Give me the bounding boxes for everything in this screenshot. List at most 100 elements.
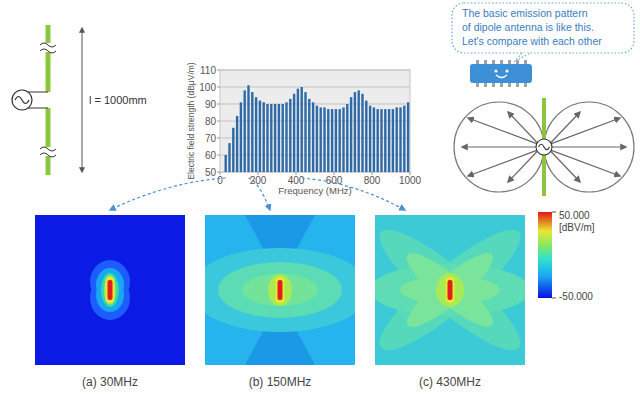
color-bar-tick: [552, 298, 556, 299]
bar: [399, 107, 401, 172]
bar: [244, 90, 246, 172]
bar: [225, 155, 227, 172]
field-contour: [399, 244, 501, 336]
pointer-arrow: [110, 178, 226, 210]
bar: [308, 99, 310, 172]
chip-eye: [494, 69, 497, 72]
plot-area: [220, 70, 410, 172]
bar: [240, 102, 242, 172]
bar: [335, 109, 337, 172]
antenna-element: [46, 108, 51, 175]
field-contour: [375, 264, 525, 316]
x-axis-title: Frequency (MHz): [278, 185, 351, 196]
bar: [377, 109, 379, 172]
break-mark: [40, 153, 56, 157]
bar: [384, 109, 386, 172]
color-bar-unit: [dBV/m]: [559, 222, 595, 233]
field-contour: [448, 280, 453, 300]
y-tick: [217, 104, 220, 105]
emission-arrow: [462, 146, 538, 147]
field-contour: [446, 277, 455, 303]
y-tick: [217, 155, 220, 156]
emission-arrow: [550, 146, 626, 147]
bar: [350, 97, 352, 172]
y-tick: [217, 121, 220, 122]
radiation-pattern: [454, 98, 634, 196]
chip-smile: [496, 75, 507, 78]
emission-arrow: [468, 150, 538, 176]
length-label: l = 1000mm: [89, 94, 147, 106]
lobe: [454, 102, 544, 192]
bubble-text: of dipole antenna is like this.: [462, 21, 594, 33]
length-arrow: [82, 28, 83, 172]
bar: [407, 102, 409, 172]
source-wave: [539, 144, 550, 150]
pointer-arrow: [302, 178, 405, 210]
pointer-arrow: [249, 178, 271, 210]
emission-arrow: [508, 112, 538, 144]
bar: [358, 90, 360, 172]
color-bar-tick: [552, 212, 556, 213]
x-tick-label: 200: [250, 175, 267, 186]
field-map: [35, 215, 185, 365]
panel-caption: (b) 150MHz: [249, 375, 312, 389]
bar: [285, 102, 287, 172]
bar: [312, 102, 314, 172]
bars: [225, 85, 410, 172]
bar: [301, 87, 303, 172]
bar: [282, 104, 284, 172]
bar: [403, 106, 405, 172]
x-tick-label: 1000: [399, 175, 422, 186]
field-bg: [205, 215, 355, 365]
bar: [388, 109, 390, 172]
color-bar: 50.000-50.000[dBV/m]: [538, 210, 595, 302]
break-mark: [40, 147, 56, 151]
bar: [266, 104, 268, 172]
field-contour: [375, 215, 525, 364]
color-bar-ramp: [538, 212, 552, 298]
field-contour: [375, 215, 525, 364]
field-contour: [90, 276, 130, 320]
chip-body: [470, 64, 532, 83]
emission-arrow: [508, 151, 538, 183]
bar: [373, 107, 375, 172]
field-contour: [436, 273, 464, 307]
bar: [274, 104, 276, 172]
y-tick-label: 110: [200, 65, 216, 76]
emission-arrow: [550, 150, 620, 176]
antenna-element: [46, 25, 51, 92]
lobe: [544, 102, 634, 192]
bar: [293, 94, 295, 172]
break-mark: [40, 43, 56, 47]
source-wave: [15, 97, 29, 104]
panel-caption: (a) 30MHz: [82, 375, 138, 389]
y-tick-label: 50: [205, 167, 217, 178]
bar: [228, 143, 230, 172]
field-contour: [276, 277, 285, 303]
y-tick-label: 100: [199, 82, 216, 93]
y-tick-label: 60: [205, 150, 217, 161]
color-bar-label: 50.000: [559, 210, 590, 221]
panel-caption: (c) 430MHz: [419, 375, 481, 389]
field-contour: [106, 277, 115, 303]
bar: [255, 97, 257, 172]
source: [12, 90, 32, 110]
field-map: [375, 215, 525, 365]
bar: [369, 106, 371, 172]
antenna-diagram: l = 1000mm: [12, 25, 147, 175]
bar: [342, 107, 344, 172]
emission-arrow: [468, 118, 538, 144]
bar: [361, 94, 363, 172]
break-mark: [40, 49, 56, 53]
field-contour: [399, 244, 501, 336]
bar: [365, 101, 367, 172]
bar: [251, 92, 253, 172]
bar: [331, 109, 333, 172]
y-tick-label: 90: [205, 99, 217, 110]
bar: [270, 104, 272, 172]
field-contour: [108, 280, 113, 300]
y-tick: [217, 70, 220, 71]
grid-line: [220, 70, 410, 71]
field-contour: [242, 274, 318, 306]
y-axis-title: Electric field strength (dBμV/m): [186, 62, 196, 179]
